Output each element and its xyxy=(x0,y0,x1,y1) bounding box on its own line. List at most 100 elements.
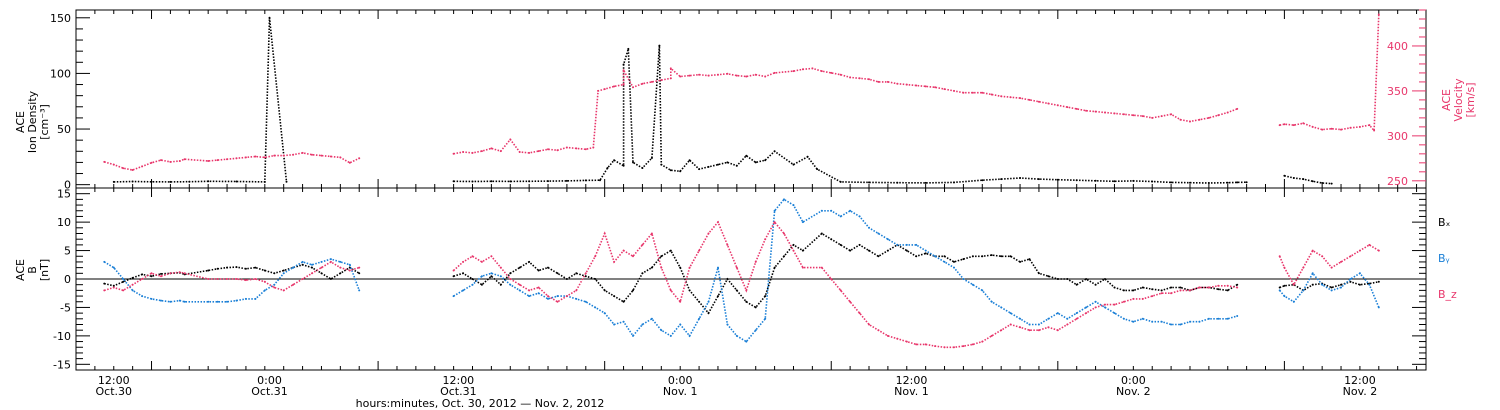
data-point xyxy=(1207,116,1210,119)
data-point xyxy=(1056,278,1059,280)
x-tick-label-time: 0:00 xyxy=(257,374,282,387)
bottom-left-axis-label-line-3: [nT] xyxy=(38,259,51,281)
legend: Bₓ Bᵧ B_z xyxy=(1438,216,1457,301)
data-point xyxy=(783,255,785,258)
data-point xyxy=(112,286,115,289)
data-point xyxy=(943,255,946,258)
series-line xyxy=(103,198,1380,343)
data-point xyxy=(1217,288,1220,291)
data-point xyxy=(1132,114,1135,117)
data-point xyxy=(301,260,304,263)
data-point xyxy=(820,266,823,269)
data-point xyxy=(915,243,918,246)
data-point xyxy=(282,289,285,292)
data-point xyxy=(1340,260,1342,263)
data-point xyxy=(547,297,549,300)
data-point xyxy=(707,300,710,303)
data-point xyxy=(1141,286,1144,289)
data-point xyxy=(122,280,125,283)
data-point xyxy=(1151,295,1154,298)
data-point xyxy=(868,323,870,326)
data-point xyxy=(112,266,115,269)
data-point xyxy=(1104,111,1106,114)
data-point xyxy=(1321,283,1324,286)
data-point xyxy=(801,249,804,252)
data-point xyxy=(688,74,691,77)
data-point xyxy=(1368,124,1371,127)
data-point xyxy=(698,300,701,303)
data-point xyxy=(811,67,814,70)
data-point xyxy=(178,160,181,162)
data-point xyxy=(915,343,918,346)
data-point xyxy=(141,278,144,280)
data-point xyxy=(1302,178,1305,181)
data-point xyxy=(990,300,993,303)
data-point xyxy=(584,300,587,303)
data-point xyxy=(622,300,625,303)
data-point xyxy=(650,266,653,269)
data-point xyxy=(1207,182,1210,184)
data-point xyxy=(1340,286,1342,289)
data-point xyxy=(150,180,153,183)
data-point xyxy=(660,255,663,258)
x-tick-label-time: 12:00 xyxy=(896,374,928,387)
data-point xyxy=(669,249,672,252)
data-point xyxy=(1226,111,1229,114)
data-point xyxy=(1028,329,1031,332)
data-point xyxy=(329,278,332,280)
data-point xyxy=(594,278,597,280)
data-point xyxy=(537,150,540,153)
data-point xyxy=(632,255,634,258)
data-point xyxy=(1085,109,1088,112)
x-tick-label-date: Oct.31 xyxy=(251,385,288,398)
data-point xyxy=(160,272,162,275)
data-point xyxy=(462,151,465,153)
data-point xyxy=(849,209,852,212)
data-point xyxy=(660,266,663,269)
x-tick-label-date: Oct.31 xyxy=(440,385,477,398)
y-tick-label: 0 xyxy=(64,273,71,286)
data-point xyxy=(698,73,701,76)
data-point xyxy=(1113,286,1116,289)
data-point xyxy=(339,260,342,263)
data-point xyxy=(1047,326,1050,329)
data-point xyxy=(226,300,228,303)
data-point xyxy=(1122,289,1125,292)
data-point xyxy=(915,84,918,87)
data-point xyxy=(669,169,672,172)
data-point xyxy=(499,150,502,153)
data-point xyxy=(358,157,361,160)
data-point xyxy=(1321,255,1324,258)
data-point xyxy=(801,68,804,71)
data-point xyxy=(565,295,568,298)
data-point xyxy=(650,157,653,159)
data-point xyxy=(877,232,880,235)
data-point xyxy=(1047,275,1050,278)
data-point xyxy=(868,226,870,229)
data-point xyxy=(717,221,719,224)
top-right-axis-label: ACE Velocity [km/s] xyxy=(1440,78,1477,122)
data-point xyxy=(122,289,125,292)
x-tick-label-time: 12:00 xyxy=(98,374,130,387)
data-point xyxy=(1019,326,1022,329)
data-point xyxy=(953,266,955,269)
data-point xyxy=(990,334,993,337)
y-tick-label: -10 xyxy=(53,330,71,343)
data-point xyxy=(1377,280,1380,283)
data-point xyxy=(1037,272,1040,275)
data-point xyxy=(1189,120,1191,123)
data-point xyxy=(726,243,729,246)
data-point xyxy=(981,179,984,182)
data-point xyxy=(934,255,937,258)
data-point xyxy=(886,80,889,83)
data-point xyxy=(839,243,842,246)
data-point xyxy=(301,151,304,154)
data-point xyxy=(1330,127,1333,130)
data-point xyxy=(141,273,144,276)
x-tick-label-date: Nov. 1 xyxy=(894,385,929,398)
data-point xyxy=(603,232,606,235)
data-point xyxy=(1349,126,1352,129)
data-point xyxy=(613,295,616,298)
data-point xyxy=(112,180,115,183)
data-point xyxy=(754,260,757,263)
